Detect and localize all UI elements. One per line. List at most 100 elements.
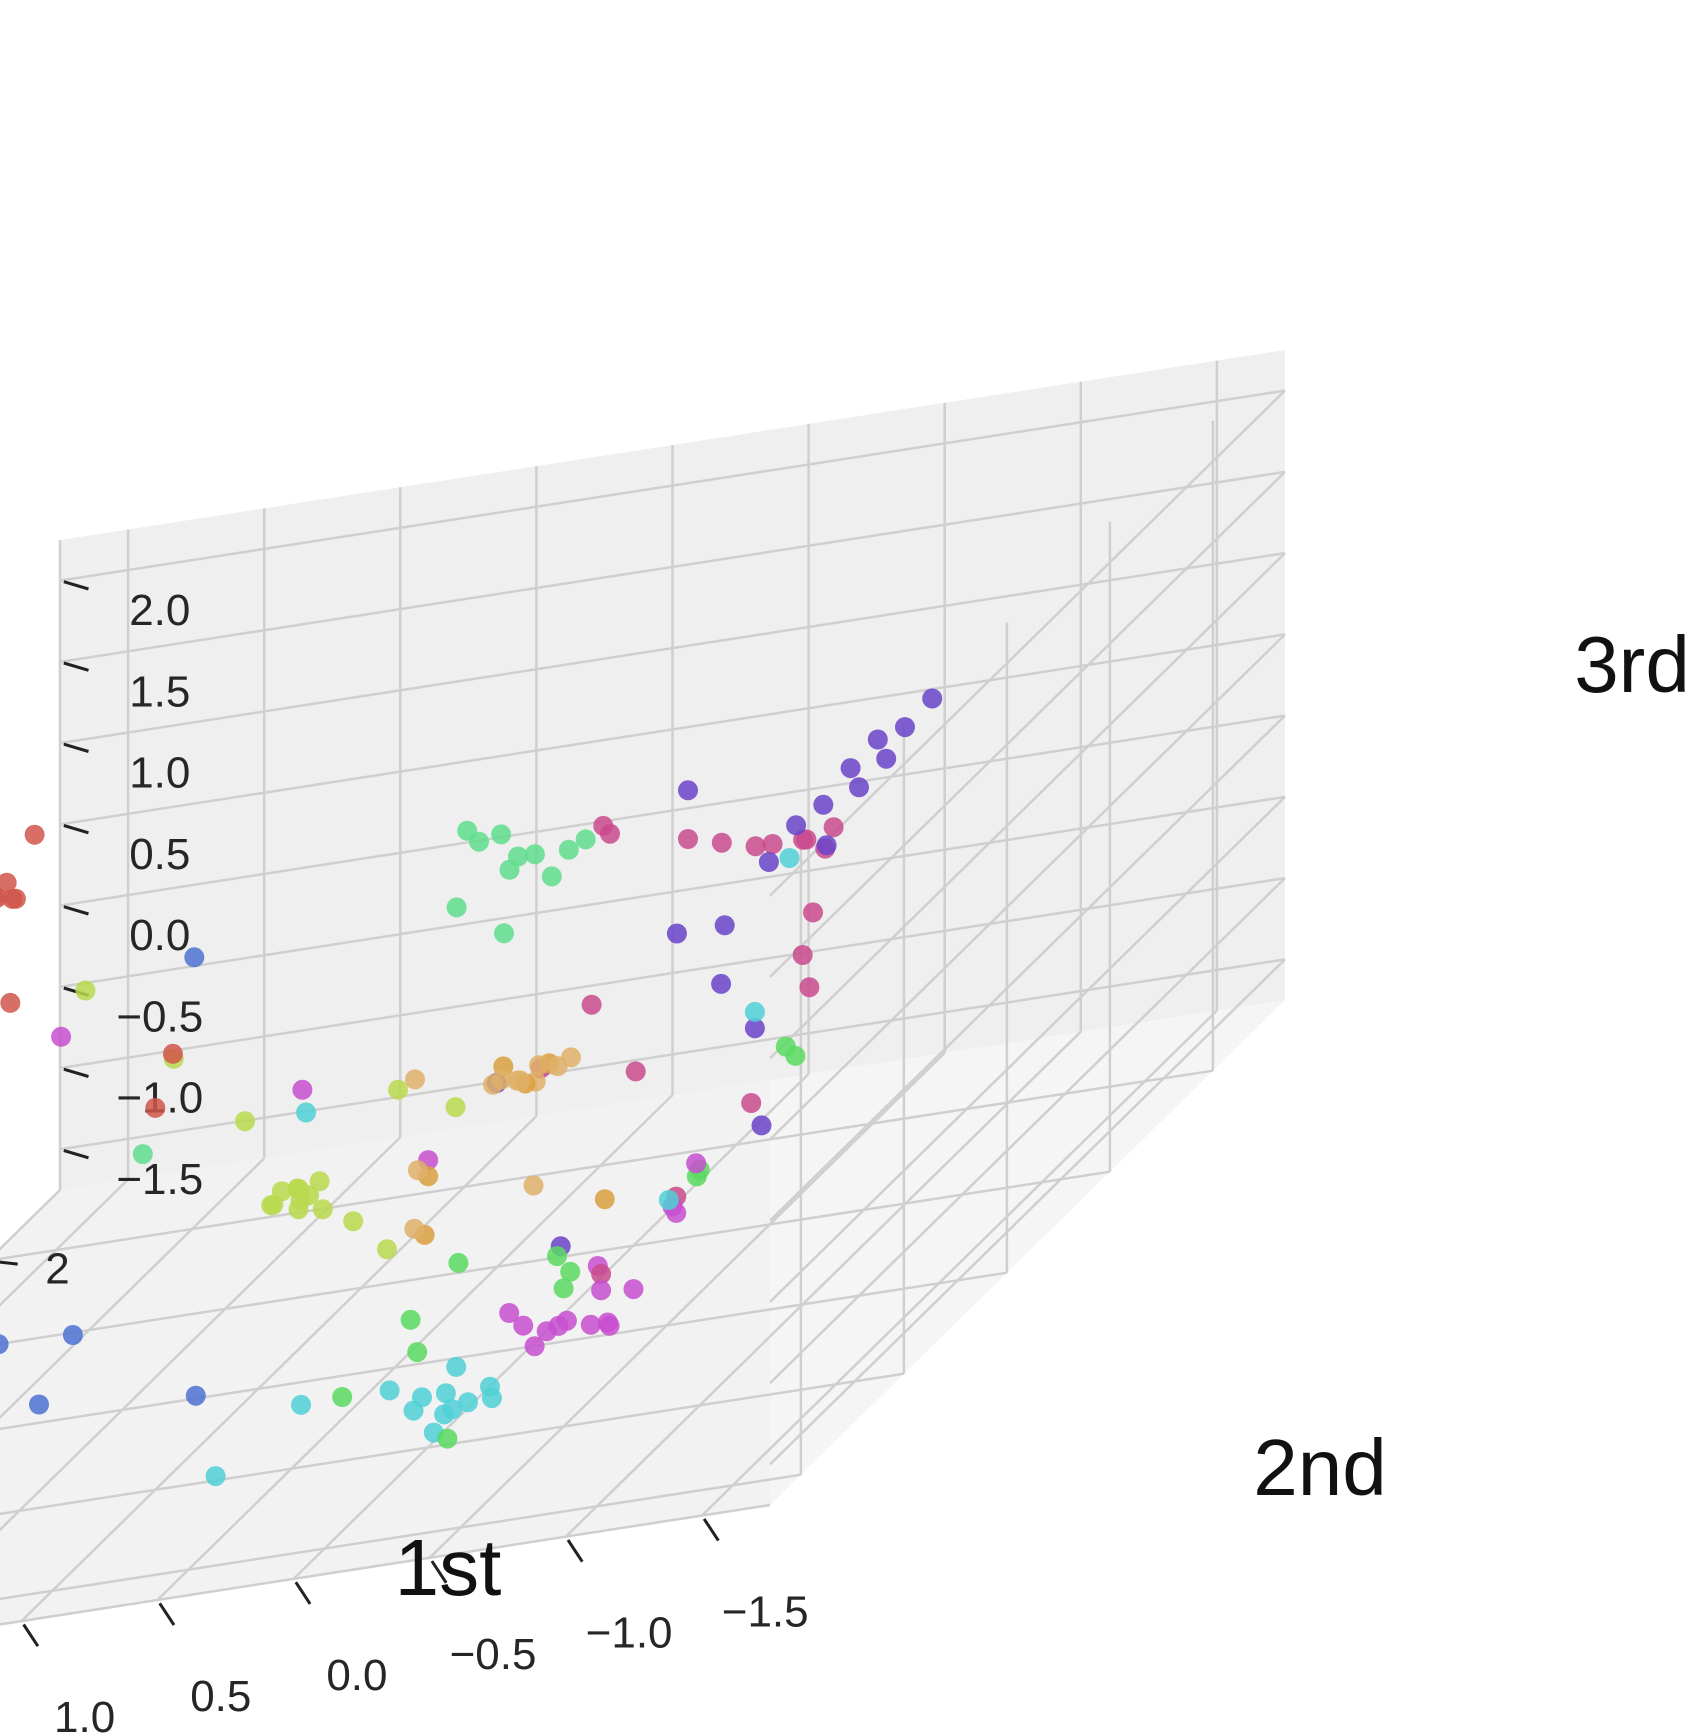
data-point (823, 817, 844, 838)
data-point (623, 1279, 644, 1300)
data-point (581, 994, 602, 1015)
data-point (591, 1264, 612, 1284)
y-tick-label: 2 (45, 1245, 69, 1294)
z-tick (63, 580, 89, 591)
data-point (446, 1356, 467, 1377)
data-point (0, 992, 21, 1013)
gridline-z-back (59, 551, 1286, 745)
data-point (407, 1160, 428, 1181)
z-axis-title: 3rd (1574, 620, 1690, 709)
data-point (792, 945, 813, 965)
data-point (553, 1278, 574, 1299)
data-point (491, 824, 512, 845)
gridline-y-floor (0, 1372, 905, 1516)
x-tick-label: −0.5 (450, 1630, 537, 1679)
data-point (547, 1246, 567, 1267)
z-tick (63, 1149, 89, 1160)
data-point (185, 1385, 206, 1406)
data-point (513, 1315, 534, 1336)
gridline-x-floor (0, 1178, 129, 1307)
data-point (388, 1079, 409, 1100)
x-tick-label: 0.0 (326, 1651, 387, 1700)
data-point (446, 897, 467, 918)
data-point (678, 829, 698, 849)
data-point (744, 1018, 765, 1039)
data-point (510, 1070, 531, 1091)
data-point (205, 1466, 226, 1487)
data-point (922, 688, 943, 709)
data-point (400, 1309, 421, 1330)
z-tick-label: 1.0 (129, 749, 190, 798)
data-point (561, 1047, 581, 1068)
data-point (288, 1179, 309, 1199)
x-axis-title: 1st (395, 1523, 502, 1612)
data-point (288, 1199, 309, 1220)
data-point (751, 1115, 772, 1136)
gridline-z-left (769, 714, 1286, 1222)
data-point (343, 1211, 364, 1232)
axis-ticks: −1.5−1.0−0.50.00.51.01.52.02.5−2−1012−1.… (0, 580, 809, 1733)
z-tick (63, 661, 89, 672)
data-point (377, 1239, 397, 1260)
data-point (591, 1280, 612, 1301)
gridline-z-left (769, 633, 1286, 1141)
data-point (523, 1175, 544, 1196)
x-tick-label: −1.5 (722, 1588, 809, 1637)
data-point (786, 815, 807, 836)
z-tick (63, 1067, 89, 1078)
gridline-x-floor (701, 1009, 1218, 1517)
data-point (529, 1055, 549, 1076)
gridline-x-floor (20, 1115, 538, 1622)
y-axis-title: 2nd (1253, 1423, 1386, 1512)
gridline-y-floor (0, 1069, 1214, 1261)
data-point (594, 1189, 615, 1210)
data-point (499, 1303, 520, 1323)
data-point (813, 794, 834, 815)
data-point (600, 823, 620, 844)
data-point (840, 758, 861, 779)
gridline-z-left (769, 471, 1286, 978)
data-point (235, 1111, 255, 1132)
z-tick-label: 0.5 (129, 830, 190, 879)
z-tick-label: 2.0 (129, 586, 190, 635)
data-point (796, 829, 817, 850)
gridline-z-left (769, 796, 1286, 1303)
z-tick (63, 905, 89, 916)
data-point (296, 1102, 317, 1123)
data-point (779, 848, 800, 868)
data-point (0, 1334, 9, 1355)
data-point (895, 717, 915, 738)
x-tick (158, 1602, 176, 1626)
data-point (261, 1195, 282, 1216)
data-point (480, 1376, 500, 1397)
data-point (799, 977, 820, 998)
data-point (132, 1144, 153, 1165)
data-point (0, 888, 8, 908)
data-point (184, 947, 205, 968)
data-point (437, 1428, 458, 1449)
z-tick (63, 742, 89, 753)
data-point (24, 824, 45, 845)
gridline-z-back (59, 389, 1286, 582)
data-point (762, 834, 783, 854)
data-point (445, 1097, 466, 1118)
data-point (469, 831, 489, 852)
data-point (714, 915, 735, 936)
data-point (442, 1399, 463, 1420)
data-point (312, 1199, 333, 1220)
x-tick-label: 0.5 (190, 1672, 251, 1721)
data-point (435, 1383, 456, 1404)
data-point (407, 1342, 428, 1363)
data-point (686, 1153, 707, 1174)
data-point (816, 835, 837, 856)
data-point (0, 872, 17, 893)
data-point (867, 729, 888, 750)
gridline-z-back (59, 958, 1286, 1151)
data-point (332, 1387, 353, 1407)
data-point (803, 902, 823, 923)
x-tick (294, 1581, 312, 1605)
data-point (785, 1045, 806, 1066)
gridline-y-floor (0, 1271, 1008, 1431)
data-point (271, 1181, 292, 1202)
